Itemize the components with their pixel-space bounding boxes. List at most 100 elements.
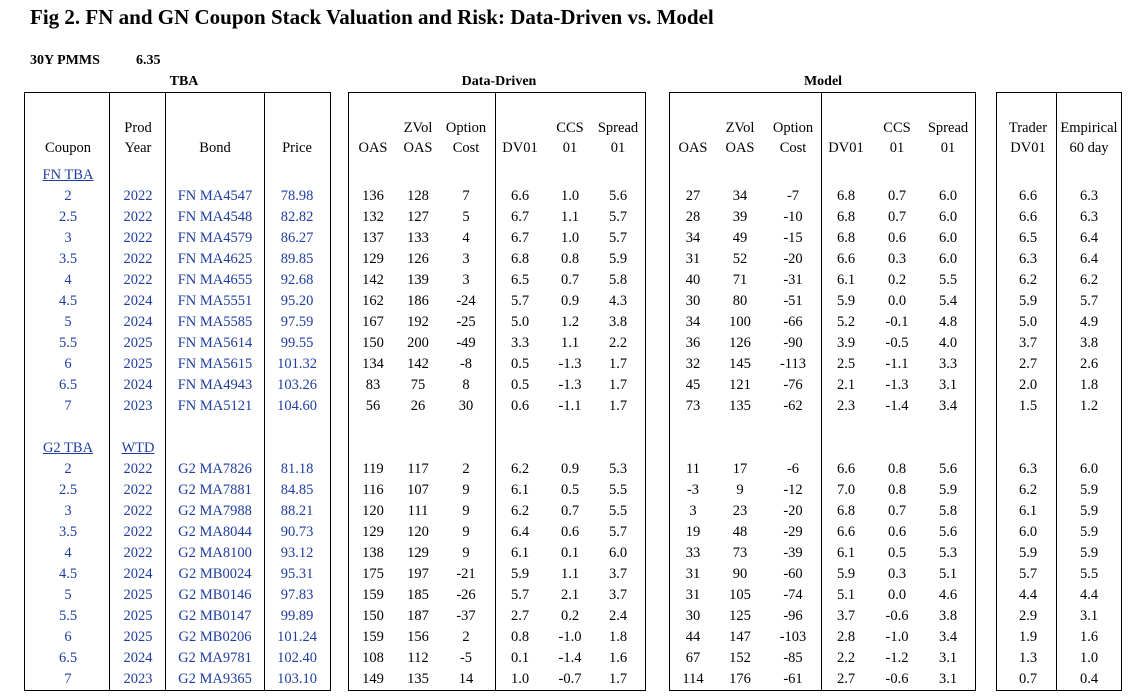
fn-dd-ccs01-cell: -1.3 xyxy=(558,377,582,393)
fn-empirical-60day-cell: 2.6 xyxy=(1079,356,1099,372)
g2-m-option-cost-cell: -103 xyxy=(779,629,807,645)
fn-dd-dv01-cell: 0.5 xyxy=(510,377,530,393)
g2-dd-spread01-cell: 1.8 xyxy=(608,629,628,645)
fn-prod-year-cell: 2022 xyxy=(123,272,153,288)
g2-m-oas-cell: 11 xyxy=(686,461,700,477)
fn-dd-dv01-cell: 6.5 xyxy=(510,272,530,288)
g2-m-option-cost-cell: -39 xyxy=(783,545,803,561)
column-divider xyxy=(1056,93,1057,690)
g2-empirical-60day-cell: 5.9 xyxy=(1079,545,1099,561)
header-dd-ccs01: 01 xyxy=(562,140,578,156)
fn-dd-dv01-cell: 0.6 xyxy=(510,398,530,414)
g2-dd-spread01-cell: 2.4 xyxy=(608,608,628,624)
g2-m-spread01-cell: 5.6 xyxy=(938,524,958,540)
fn-coupon-cell: 4.5 xyxy=(58,293,78,309)
g2-tba-section-label: G2 TBA xyxy=(42,440,94,456)
g2-bond-cell: G2 MA8044 xyxy=(178,524,252,540)
g2-bond-cell: G2 MA8100 xyxy=(178,545,252,561)
g2-m-dv01-cell: 6.6 xyxy=(836,524,856,540)
fn-dd-spread01-cell: 3.8 xyxy=(608,314,628,330)
header-dd-option-cost: Cost xyxy=(452,140,480,156)
fn-m-zvol-oas-cell: 52 xyxy=(732,251,748,267)
fn-dd-spread01-cell: 2.2 xyxy=(608,335,628,351)
fn-m-option-cost-cell: -15 xyxy=(783,230,803,246)
header-coupon: Coupon xyxy=(45,140,91,156)
fn-m-zvol-oas-cell: 126 xyxy=(729,335,751,351)
fn-dd-oas-cell: 83 xyxy=(365,377,381,393)
g2-trader-dv01-cell: 6.0 xyxy=(1018,524,1038,540)
g2-dd-ccs01-cell: 0.2 xyxy=(560,608,580,624)
header-trader-dv01: DV01 xyxy=(1010,140,1046,156)
fn-m-spread01-cell: 3.1 xyxy=(938,377,958,393)
fn-dd-ccs01-cell: 0.8 xyxy=(560,251,580,267)
g2-dd-option-cost-cell: -21 xyxy=(456,566,476,582)
g2-m-zvol-oas-cell: 17 xyxy=(732,461,748,477)
g2-m-dv01-cell: 5.1 xyxy=(836,587,856,603)
g2-dd-dv01-cell: 1.0 xyxy=(510,671,530,687)
fn-prod-year-cell: 2023 xyxy=(123,398,153,414)
g2-m-spread01-cell: 5.8 xyxy=(938,503,958,519)
g2-dd-oas-cell: 159 xyxy=(362,629,384,645)
fn-dd-spread01-cell: 5.7 xyxy=(608,230,628,246)
g2-m-dv01-cell: 2.2 xyxy=(836,650,856,666)
header-dd-ccs01-line1: CCS xyxy=(556,120,584,136)
fn-dd-option-cost-cell: 7 xyxy=(462,188,470,204)
header-m-option-cost: Cost xyxy=(779,140,807,156)
g2-dd-ccs01-cell: 0.1 xyxy=(560,545,580,561)
fn-dd-spread01-cell: 5.6 xyxy=(608,188,628,204)
g2-coupon-cell: 5 xyxy=(64,587,72,603)
fn-dd-spread01-cell: 1.7 xyxy=(608,398,628,414)
g2-dd-option-cost-cell: -5 xyxy=(459,650,473,666)
fn-dd-spread01-cell: 1.7 xyxy=(608,356,628,372)
g2-m-zvol-oas-cell: 147 xyxy=(729,629,751,645)
fn-m-zvol-oas-cell: 135 xyxy=(729,398,751,414)
fn-coupon-cell: 7 xyxy=(64,398,72,414)
fn-dd-option-cost-cell: 5 xyxy=(462,209,470,225)
g2-dd-zvol-oas-cell: 111 xyxy=(407,503,429,519)
header-m-option-cost-line1: Option xyxy=(772,120,814,136)
fn-empirical-60day-cell: 4.9 xyxy=(1079,314,1099,330)
column-divider xyxy=(109,93,110,690)
fn-bond-cell: FN MA4579 xyxy=(177,230,253,246)
fn-dd-dv01-cell: 6.8 xyxy=(510,251,530,267)
g2-price-cell: 99.89 xyxy=(280,608,314,624)
g2-m-option-cost-cell: -60 xyxy=(783,566,803,582)
g2-trader-dv01-cell: 6.3 xyxy=(1018,461,1038,477)
fn-m-spread01-cell: 4.0 xyxy=(938,335,958,351)
g2-coupon-cell: 6.5 xyxy=(58,650,78,666)
fn-m-ccs01-cell: -0.1 xyxy=(885,314,909,330)
fn-empirical-60day-cell: 1.2 xyxy=(1079,398,1099,414)
g2-dd-ccs01-cell: 0.6 xyxy=(560,524,580,540)
fn-bond-cell: FN MA4548 xyxy=(177,209,253,225)
g2-bond-cell: G2 MB0146 xyxy=(178,587,252,603)
fn-bond-cell: FN MA4625 xyxy=(177,251,253,267)
g2-m-oas-cell: 31 xyxy=(685,587,701,603)
g2-dd-option-cost-cell: -26 xyxy=(456,587,476,603)
g2-trader-dv01-cell: 1.9 xyxy=(1018,629,1038,645)
g2-m-dv01-cell: 6.6 xyxy=(836,461,856,477)
g2-coupon-cell: 5.5 xyxy=(58,608,78,624)
fn-price-cell: 99.55 xyxy=(280,335,314,351)
fn-m-ccs01-cell: -0.5 xyxy=(885,335,909,351)
g2-dd-spread01-cell: 5.5 xyxy=(608,482,628,498)
fn-bond-cell: FN MA4547 xyxy=(177,188,253,204)
fn-dd-zvol-oas-cell: 128 xyxy=(407,188,429,204)
g2-price-cell: 88.21 xyxy=(280,503,314,519)
fn-prod-year-cell: 2025 xyxy=(123,356,153,372)
g2-dd-oas-cell: 120 xyxy=(362,503,384,519)
g2-prod-year-cell: 2024 xyxy=(123,650,153,666)
fn-dd-option-cost-cell: 4 xyxy=(462,230,470,246)
fn-prod-year-cell: 2022 xyxy=(123,188,153,204)
g2-dd-zvol-oas-cell: 187 xyxy=(407,608,429,624)
g2-m-oas-cell: 67 xyxy=(685,650,701,666)
fn-dd-dv01-cell: 0.5 xyxy=(510,356,530,372)
fn-dd-oas-cell: 162 xyxy=(362,293,384,309)
g2-m-ccs01-cell: 0.8 xyxy=(887,482,907,498)
g2-dd-ccs01-cell: 1.1 xyxy=(560,566,580,582)
fn-m-spread01-cell: 4.8 xyxy=(938,314,958,330)
fn-m-option-cost-cell: -76 xyxy=(783,377,803,393)
header-prod-year-line1: Prod xyxy=(124,120,152,136)
fn-m-option-cost-cell: -66 xyxy=(783,314,803,330)
fn-empirical-60day-cell: 5.7 xyxy=(1079,293,1099,309)
header-m-zvol-oas: OAS xyxy=(725,140,755,156)
